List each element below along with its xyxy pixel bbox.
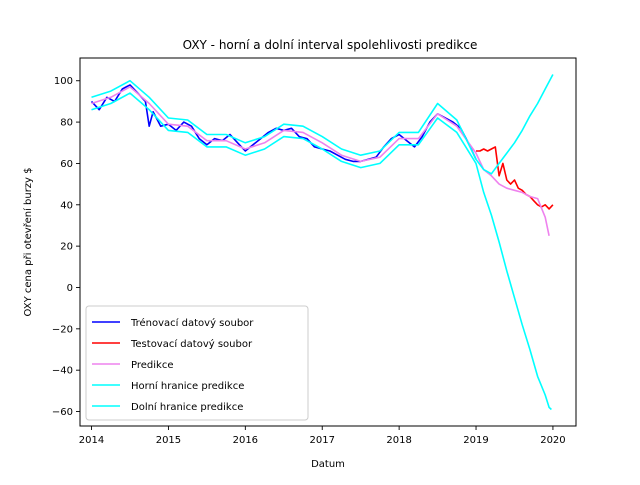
y-axis-ticks: −60 −40 −20 0 20 40 60 80 100 (52, 76, 80, 418)
x-tick-label: 2020 (540, 435, 565, 446)
legend-label-test: Testovací datový soubor (130, 338, 253, 350)
chart-title: OXY - horní a dolní interval spolehlivos… (183, 38, 478, 52)
series-line-train (90, 84, 477, 163)
y-tick-label: 80 (60, 118, 73, 129)
plot-lines (90, 74, 554, 411)
axes-frame (79, 57, 577, 427)
y-tick-label: −20 (52, 324, 73, 335)
x-tick-label: 2015 (156, 435, 181, 446)
y-tick-label: 40 (60, 200, 73, 211)
y-tick-label: −60 (52, 407, 73, 418)
legend-label-prediction: Predikce (131, 360, 173, 371)
x-axis-label: Datum (311, 459, 345, 470)
series-line-prediction (91, 86, 550, 236)
y-tick-label: 20 (60, 242, 73, 253)
series-line-upper (91, 74, 554, 175)
y-tick-label: 100 (54, 76, 73, 87)
x-tick-label: 2018 (386, 435, 411, 446)
y-tick-label: −40 (52, 366, 73, 377)
x-tick-label: 2019 (463, 435, 488, 446)
y-axis-label: OXY cena při otevření burzy $ (22, 167, 34, 316)
legend-label-lower: Dolní hranice predikce (131, 401, 243, 413)
x-tick-label: 2014 (79, 435, 104, 446)
x-tick-label: 2017 (310, 435, 335, 446)
legend-box (85, 305, 309, 421)
legend: Trénovací datový soubor Testovací datový… (85, 305, 309, 421)
x-tick-label: 2016 (233, 435, 258, 446)
legend-label-upper: Horní hranice predikce (131, 380, 244, 392)
series-line-lower (91, 92, 552, 411)
legend-label-train: Trénovací datový soubor (130, 317, 254, 329)
y-tick-label: 0 (67, 283, 73, 294)
y-tick-label: 60 (60, 159, 73, 170)
x-axis-ticks: 2014 2015 2016 2017 2018 2019 2020 (79, 426, 566, 446)
